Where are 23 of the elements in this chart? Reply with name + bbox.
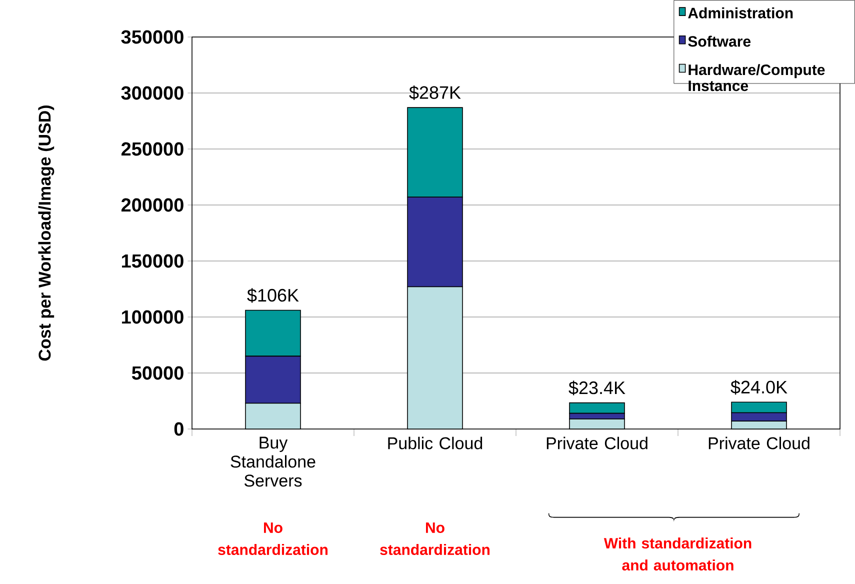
total-label: $287K: [409, 85, 461, 100]
y-tick-label: 50000: [132, 366, 184, 380]
x-tick-label: Private Cloud: [546, 436, 648, 450]
x-tick-label: Buy Standalone Servers: [230, 436, 316, 487]
total-label: $106K: [247, 288, 299, 303]
x-tick-label: Public Cloud: [388, 436, 482, 450]
text: No standardization: [380, 522, 490, 555]
legend-label: Hardware/Compute Instance: [688, 64, 825, 92]
text: No standardization: [218, 522, 328, 555]
total-label: $23.4K: [568, 380, 626, 396]
y-tick-label: 300000: [121, 86, 184, 100]
y-tick-label: 250000: [121, 142, 184, 156]
legend-label: Administration: [688, 7, 793, 18]
x-tick-label: Private Cloud: [708, 436, 810, 450]
y-tick-label: 0: [174, 422, 184, 436]
y-tick-label: 150000: [122, 254, 184, 268]
total-label: $24.0K: [730, 380, 788, 395]
legend-label: Software: [688, 36, 751, 47]
text: With standardization and automation: [604, 538, 752, 571]
y-tick-label: 200000: [121, 198, 184, 212]
y-tick-label: 350000: [121, 30, 184, 44]
y-axis-title: Cost per Workload/Image (USD): [38, 106, 54, 361]
y-tick-label: 100000: [122, 310, 184, 324]
